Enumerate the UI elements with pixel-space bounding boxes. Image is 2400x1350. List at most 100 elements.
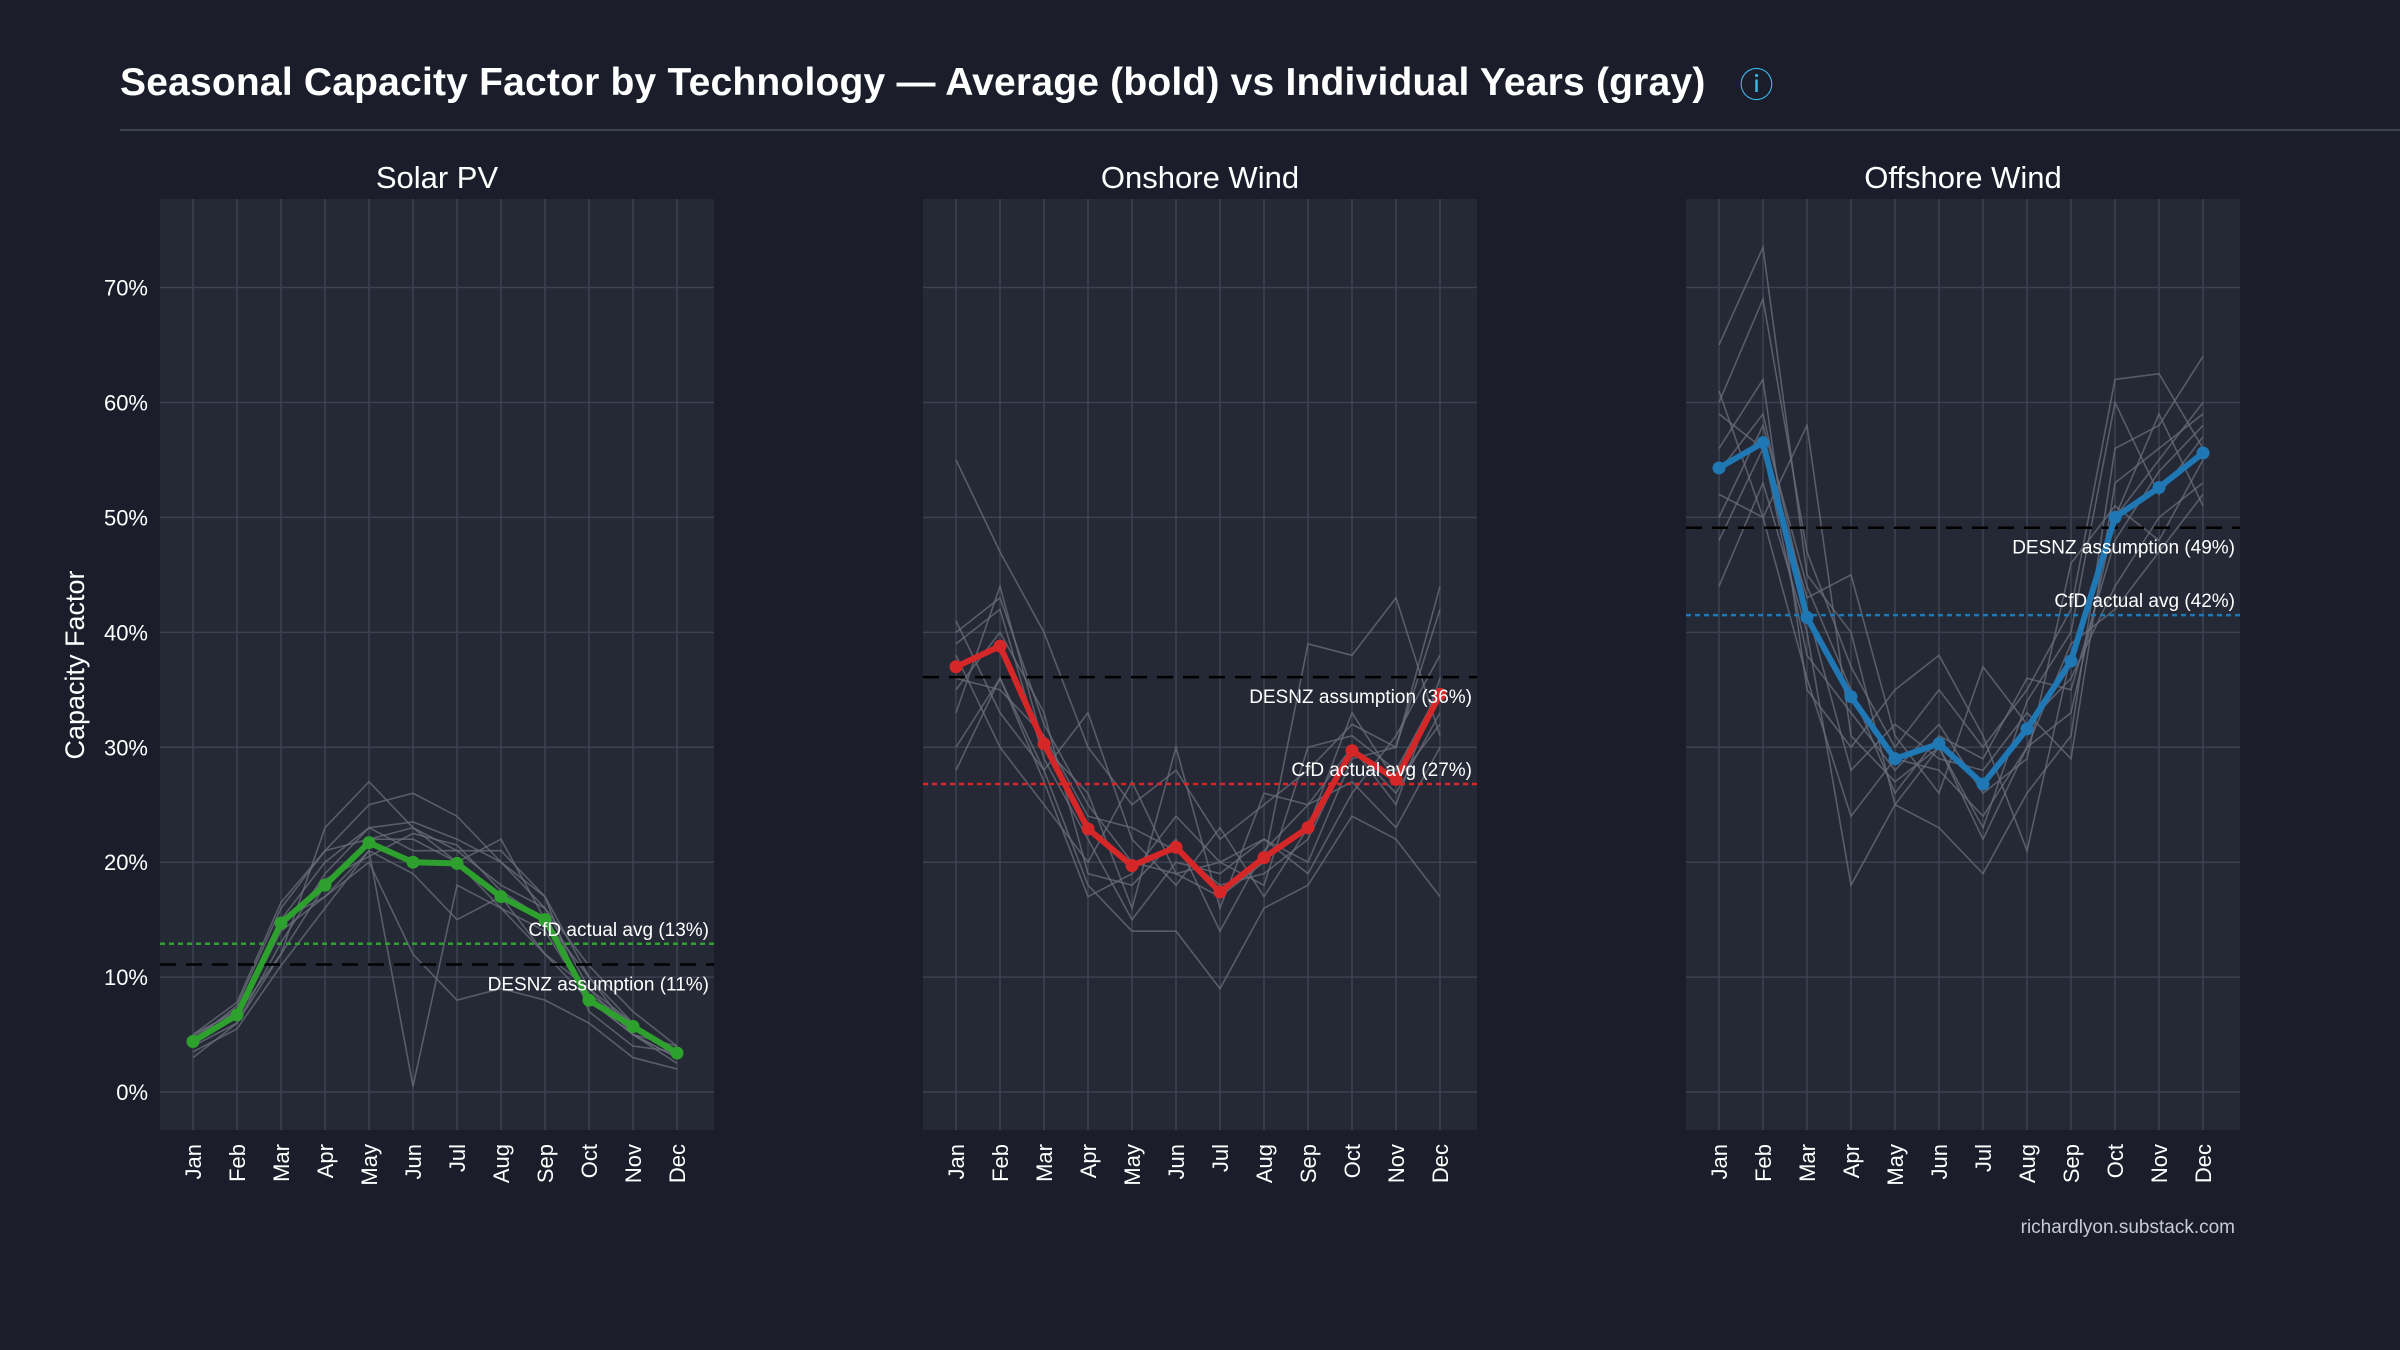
individual-year-line (192, 821, 678, 1059)
y-tick-label: 70% (104, 276, 148, 301)
average-point (1125, 859, 1139, 873)
x-tick-label: Oct (577, 1144, 602, 1178)
average-line (954, 643, 1443, 896)
average-point (538, 913, 552, 927)
cfd-label: CfD actual avg (27%) (1291, 760, 1472, 781)
average-point (450, 856, 464, 870)
title-divider (120, 129, 2400, 131)
y-tick-label: 30% (104, 735, 148, 760)
average-point (670, 1046, 684, 1060)
x-tick-label: Feb (1751, 1144, 1776, 1182)
x-tick-label: Jun (1927, 1144, 1952, 1179)
average-point (1037, 737, 1051, 751)
desnz-label: DESNZ assumption (49%) (2012, 538, 2235, 559)
x-tick-label: Jan (944, 1144, 969, 1179)
x-tick-label: Sep (533, 1144, 558, 1183)
individual-year-line (1718, 390, 2204, 818)
average-point (2108, 510, 2122, 524)
y-tick-label: 10% (104, 965, 148, 990)
average-point (2196, 446, 2210, 460)
info-icon[interactable]: ⓘ (1739, 67, 1774, 105)
average-point (1389, 772, 1403, 786)
x-tick-label: Apr (313, 1144, 338, 1178)
individual-year-line (192, 792, 678, 1059)
x-tick-label: May (1883, 1144, 1908, 1186)
average-point (626, 1020, 640, 1034)
x-tick-label: Aug (489, 1144, 514, 1183)
desnz-label: DESNZ assumption (36%) (1249, 687, 1472, 708)
x-tick-label: Feb (225, 1144, 250, 1182)
x-tick-label: Jul (1971, 1144, 1996, 1172)
x-tick-label: Jun (401, 1144, 426, 1179)
average-point (362, 836, 376, 850)
x-tick-label: Dec (2191, 1144, 2216, 1183)
average-line (191, 839, 679, 1056)
average-point (1345, 744, 1359, 758)
panel-title: Offshore Wind (1864, 160, 2062, 195)
individual-year-line (1718, 399, 2204, 830)
x-tick-label: Nov (621, 1144, 646, 1183)
average-point (1888, 752, 1902, 766)
x-tick-label: May (357, 1144, 382, 1186)
x-tick-label: Jul (445, 1144, 470, 1172)
x-tick-label: Dec (1428, 1144, 1453, 1183)
average-point (2152, 480, 2166, 494)
average-point (1213, 885, 1227, 899)
panel-title: Solar PV (376, 160, 499, 195)
average-point (494, 890, 508, 904)
individual-year-line (1718, 356, 2204, 888)
x-tick-label: Nov (1384, 1144, 1409, 1183)
cfd-label: CfD actual avg (13%) (528, 920, 709, 941)
x-tick-label: Oct (1340, 1144, 1365, 1178)
x-tick-label: Sep (1296, 1144, 1321, 1183)
cfd-label: CfD actual avg (42%) (2054, 591, 2235, 612)
y-tick-label: 40% (104, 620, 148, 645)
average-point (274, 916, 288, 930)
average-point (2020, 722, 2034, 736)
y-tick-label: 50% (104, 505, 148, 530)
average-point (186, 1034, 200, 1048)
average-point (1800, 610, 1814, 624)
x-tick-label: Apr (1839, 1144, 1864, 1178)
individual-year-line (1718, 423, 2204, 795)
individual-year-line (955, 630, 1441, 933)
plot-area (923, 199, 1477, 1130)
average-point (1976, 777, 1990, 791)
average-point (318, 878, 332, 892)
average-point (1301, 821, 1315, 835)
average-point (230, 1008, 244, 1022)
panel-offshore-wind: Jan Feb Mar Apr May Jun Jul Aug Sep Oct Nov Dec Offs… (1686, 160, 2240, 1186)
x-tick-label: May (1120, 1144, 1145, 1186)
individual-year-line (1718, 446, 2204, 795)
panel-title: Onshore Wind (1101, 160, 1299, 195)
average-point (1932, 737, 1946, 751)
average-point (1257, 851, 1271, 865)
x-tick-label: Aug (2015, 1144, 2040, 1183)
x-tick-label: Mar (269, 1144, 294, 1182)
average-point (1844, 690, 1858, 704)
x-tick-label: Feb (988, 1144, 1013, 1182)
x-tick-label: Dec (665, 1144, 690, 1183)
individual-year-line (1718, 296, 2204, 749)
average-point (1081, 822, 1095, 836)
average-point (949, 660, 963, 674)
x-tick-label: Jul (1208, 1144, 1233, 1172)
y-tick-label: 60% (104, 390, 148, 415)
x-tick-label: Apr (1076, 1144, 1101, 1178)
individual-year-line (955, 676, 1441, 898)
y-tick-label: 0% (116, 1080, 148, 1105)
average-point (993, 639, 1007, 653)
individual-year-line (955, 459, 1441, 841)
individual-year-line (955, 620, 1441, 991)
x-tick-label: Mar (1032, 1144, 1057, 1182)
x-tick-label: Jan (181, 1144, 206, 1179)
average-point (2064, 654, 2078, 668)
average-point (1712, 461, 1726, 475)
x-tick-label: Mar (1795, 1144, 1820, 1182)
x-tick-label: Sep (2059, 1144, 2084, 1183)
plot-area (1686, 199, 2240, 1130)
individual-year-line (955, 676, 1441, 899)
y-axis-label: Capacity Factor (60, 570, 90, 759)
average-line (1717, 439, 2205, 788)
